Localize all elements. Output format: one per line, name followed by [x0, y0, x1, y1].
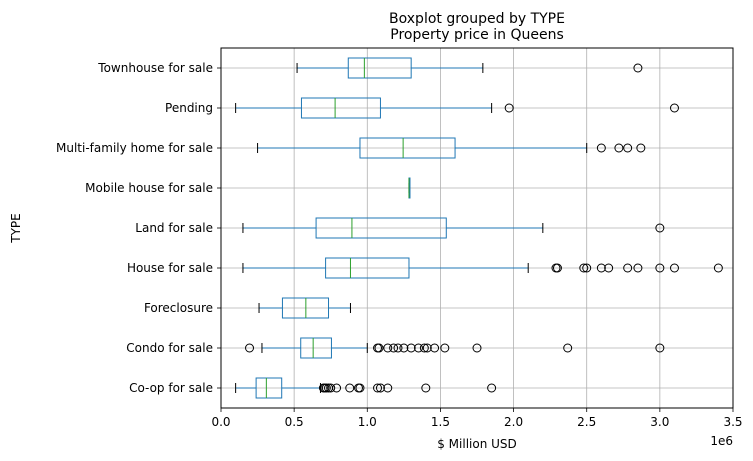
- outlier-point: [655, 343, 665, 353]
- outlier-point: [406, 343, 416, 353]
- outlier-point: [245, 343, 255, 353]
- outlier-point: [487, 383, 497, 393]
- box-iqr: [347, 57, 412, 79]
- y-tick-label: Land for sale: [135, 221, 213, 235]
- outlier-point: [383, 383, 393, 393]
- y-tick-label: House for sale: [127, 261, 213, 275]
- outlier-point: [355, 383, 365, 393]
- outlier-point: [504, 103, 514, 113]
- plot-frame: [220, 47, 734, 409]
- outlier-point: [375, 383, 385, 393]
- x-tick-label: 1.5: [431, 415, 450, 429]
- boxes-group: [235, 57, 723, 399]
- outlier-point: [636, 143, 646, 153]
- outlier-point: [374, 343, 384, 353]
- y-tick-label: Co-op for sale: [129, 381, 213, 395]
- outlier-point: [655, 223, 665, 233]
- outlier-point: [596, 143, 606, 153]
- outlier-point: [669, 263, 679, 273]
- x-tick-label: 0.5: [285, 415, 304, 429]
- x-axis-offset-label: 1e6: [710, 434, 733, 448]
- x-tick-label: 3.0: [650, 415, 669, 429]
- outlier-point: [604, 263, 614, 273]
- outlier-point: [579, 263, 589, 273]
- chart-suptitle: Boxplot grouped by TYPE: [389, 11, 565, 27]
- outlier-point: [419, 343, 429, 353]
- box-group: [257, 137, 646, 159]
- box-iqr: [255, 377, 283, 399]
- outlier-point: [563, 343, 573, 353]
- outlier-point: [582, 263, 592, 273]
- x-tick-label: 2.0: [504, 415, 523, 429]
- outlier-point: [383, 343, 393, 353]
- outlier-point: [623, 143, 633, 153]
- outlier-point: [430, 343, 440, 353]
- outlier-point: [421, 383, 431, 393]
- chart-title: Property price in Queens: [390, 27, 563, 43]
- box-group: [296, 57, 643, 79]
- outlier-point: [472, 343, 482, 353]
- y-tick-label: Townhouse for sale: [97, 61, 213, 75]
- outlier-point: [345, 383, 355, 393]
- outlier-point: [440, 343, 450, 353]
- outlier-point: [393, 343, 403, 353]
- outlier-point: [596, 263, 606, 273]
- outlier-point: [373, 383, 383, 393]
- outlier-point: [422, 343, 432, 353]
- box-group: [258, 297, 351, 319]
- box-group: [245, 337, 665, 359]
- outlier-point: [669, 103, 679, 113]
- ticks-group: 0.0 0.5 1.0 1.5 2.0 2.5 3.0 3.5 Co-op for sale Co…: [56, 61, 743, 429]
- x-tick-label: 0.0: [211, 415, 230, 429]
- box-iqr: [359, 137, 456, 159]
- box-group: [235, 377, 497, 399]
- y-tick-label: Pending: [165, 101, 213, 115]
- outlier-point: [713, 263, 723, 273]
- box-iqr: [300, 97, 381, 119]
- y-tick-label: Foreclosure: [144, 301, 213, 315]
- y-axis-label: TYPE: [9, 213, 23, 243]
- outlier-point: [623, 263, 633, 273]
- outlier-point: [399, 343, 409, 353]
- y-tick-label: Mobile house for sale: [85, 181, 213, 195]
- x-axis-label: $ Million USD: [437, 437, 517, 451]
- outlier-point: [655, 263, 665, 273]
- outlier-point: [326, 383, 336, 393]
- outlier-point: [614, 143, 624, 153]
- y-tick-label: Multi-family home for sale: [56, 141, 213, 155]
- x-tick-label: 3.5: [723, 415, 742, 429]
- box-group: [242, 217, 665, 239]
- outlier-point: [633, 263, 643, 273]
- box-iqr: [325, 257, 410, 279]
- box-iqr: [315, 217, 447, 239]
- outlier-point: [413, 343, 423, 353]
- outlier-point: [389, 343, 399, 353]
- x-tick-label: 1.0: [358, 415, 377, 429]
- outlier-point: [552, 263, 562, 273]
- box-group: [235, 97, 679, 119]
- outlier-point: [633, 63, 643, 73]
- box-iqr: [300, 337, 332, 359]
- outlier-point: [321, 383, 331, 393]
- y-tick-label: Condo for sale: [126, 341, 213, 355]
- box-group: [408, 177, 411, 199]
- box-group: [242, 257, 723, 279]
- outlier-point: [332, 383, 342, 393]
- x-tick-label: 2.5: [577, 415, 596, 429]
